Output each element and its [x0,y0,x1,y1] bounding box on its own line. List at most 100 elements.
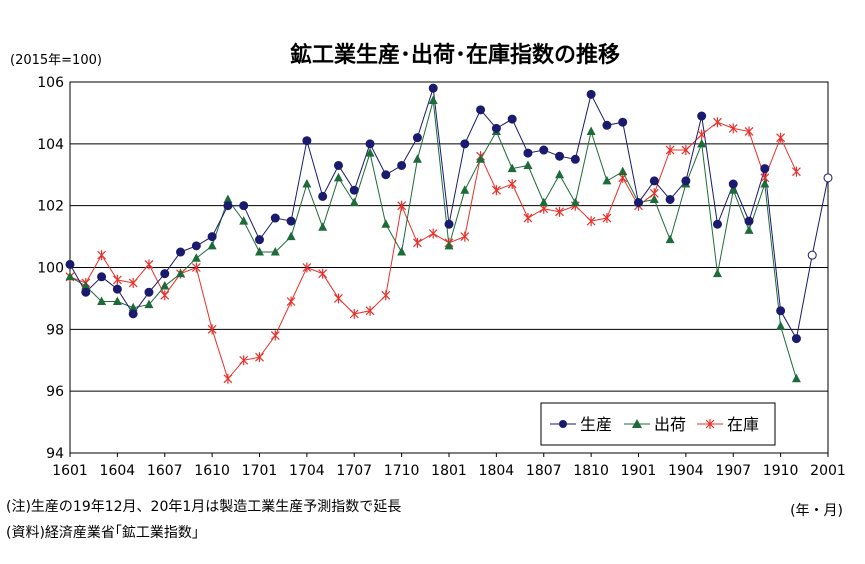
data-point-shipments [365,148,375,157]
data-point-production [523,148,533,158]
data-point-production [602,120,612,130]
data-point-shipments [207,240,217,250]
data-point-production [381,170,391,180]
data-point-inventory [223,373,233,384]
data-point-inventory [207,324,217,335]
data-point-production [649,176,659,186]
data-point-shipments [223,194,233,203]
data-point-inventory [318,268,328,279]
data-point-production [97,272,107,282]
series-lines [69,88,829,380]
data-point-production [634,198,643,208]
y-tick-label: 102 [37,199,64,215]
data-point-inventory [112,274,122,285]
chart-title: 鉱工業生産･出荷･在庫指数の推移 [290,42,620,68]
data-point-inventory [302,262,312,273]
x-tick-label: 1607 [147,463,183,479]
note-text: (注)生産の19年12月、20年1月は製造工業生産予測指数で延長 [6,499,402,515]
data-point-shipments [381,219,391,228]
legend-asterisk-marker-icon [705,419,715,429]
y-unit-label: (2015年=100) [10,53,102,68]
data-point-inventory [334,293,343,304]
x-tick-label: 2001 [810,463,846,479]
data-point-inventory [412,237,422,248]
data-point-shipments [81,281,91,290]
data-point-production [570,154,580,164]
data-point-shipments [791,373,801,383]
x-tick-label: 1907 [715,463,751,479]
data-point-production [144,287,154,297]
data-point-production [112,284,122,294]
data-point-shipments [776,321,786,330]
data-point-shipments [602,175,612,185]
data-point-inventory [744,126,754,137]
data-point-inventory [665,145,675,156]
data-point-production [539,145,549,155]
data-point-inventory [144,259,154,270]
data-point-inventory [270,330,280,341]
data-point-inventory [791,166,801,177]
data-point-inventory [523,213,533,224]
chart: 鉱工業生産･出荷･在庫指数の推移 (2015年=100) 10610410210… [10,42,846,479]
data-point-shipments [539,197,549,207]
data-point-inventory [97,250,107,261]
data-point-production [555,151,565,161]
data-point-production [412,133,422,143]
x-axis: 1601 1604 1607 1610 1701 1704 1707 1710 1801 1804… [52,453,846,479]
data-point-production [586,89,596,99]
data-point-shipments [65,271,75,281]
data-point-inventory [602,213,612,224]
data-point-shipments [112,296,122,306]
data-point-production [507,114,517,124]
data-point-inventory [728,123,738,134]
data-point-production [428,83,438,93]
x-tick-label: 1704 [289,463,325,479]
data-point-production [239,201,249,211]
data-point-production [318,191,328,201]
data-point-inventory [713,117,722,128]
x-tick-label: 1701 [242,463,278,479]
legend-circle-marker-icon [559,420,567,428]
data-point-production [697,111,707,121]
data-point-shipments [570,197,580,207]
data-point-production [223,201,233,211]
data-point-production [744,216,754,226]
data-point-production [286,216,296,226]
data-point-inventory [381,290,391,301]
data-point-production [760,164,770,174]
legend-label-production: 生産 [580,415,612,434]
data-point-shipments [128,302,138,312]
y-tick-label: 94 [46,446,64,462]
data-point-shipments [239,216,249,225]
x-tick-label: 1707 [336,463,372,479]
data-point-production [191,241,201,251]
data-point-inventory [491,185,501,196]
data-point-production-forecast [823,173,833,183]
legend-item-inventory: 在庫 [697,415,759,434]
data-point-production [128,309,138,319]
x-tick-label: 1810 [573,463,609,479]
data-point-shipments [160,281,170,290]
data-point-inventory [428,228,438,239]
data-point-production [681,176,691,186]
data-point-production [476,105,486,115]
data-point-inventory [160,290,170,301]
grid [70,143,828,392]
data-point-inventory [697,129,707,140]
data-point-inventory [239,355,249,366]
data-point-production [491,123,501,133]
data-point-shipments [176,268,186,278]
data-point-shipments [333,172,343,182]
data-point-shipments [97,296,107,306]
data-point-shipments [302,179,312,188]
x-tick-label: 1910 [763,463,799,479]
data-point-shipments [428,95,438,105]
data-point-shipments [618,166,628,176]
y-axis: 106 104 102 100 98 96 94 [37,75,64,462]
data-point-inventory [365,305,375,316]
data-point-shipments [318,222,328,231]
data-point-inventory [255,352,264,363]
y-tick-label: 96 [46,384,64,400]
data-point-inventory [191,262,201,273]
data-point-production [712,219,722,229]
